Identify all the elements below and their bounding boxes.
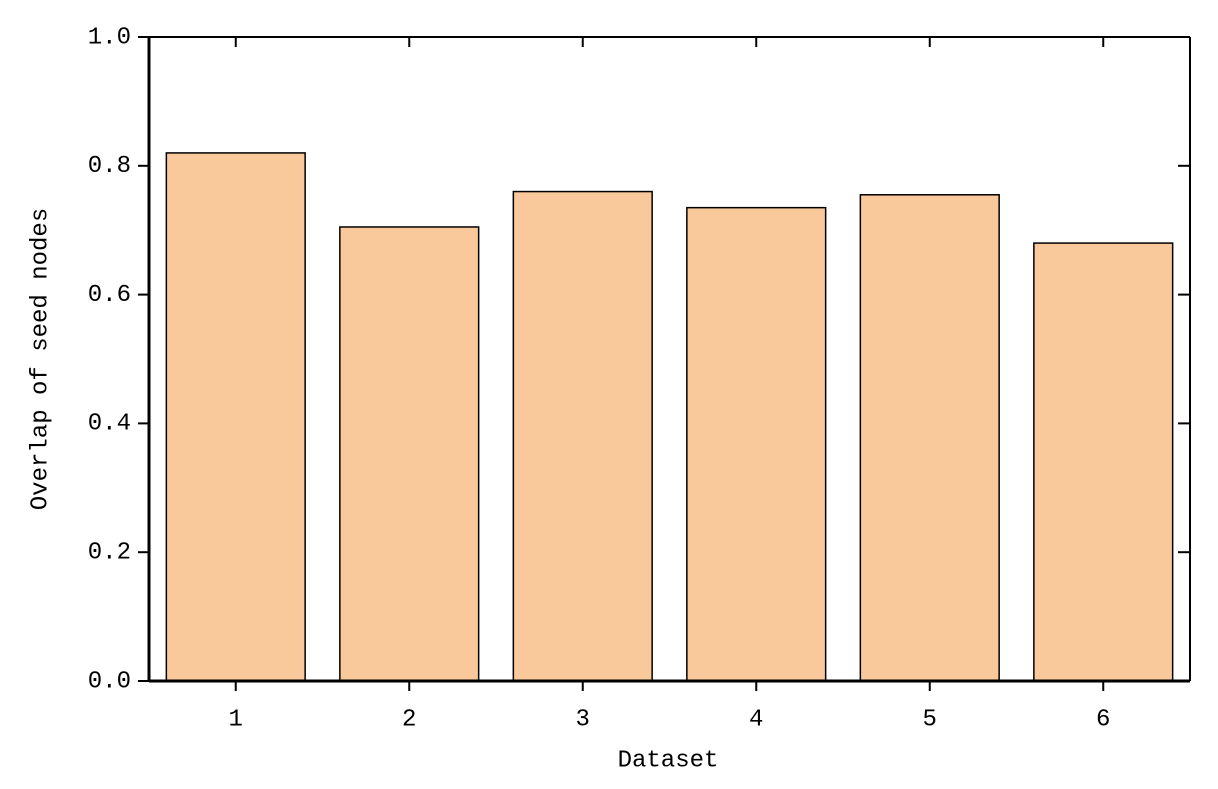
x-tick-label: 6: [1096, 706, 1110, 733]
bar: [165, 152, 306, 682]
bar: [339, 226, 480, 682]
bar: [1033, 242, 1174, 682]
y-tick-label: 0.2: [88, 540, 131, 567]
y-tick-label: 0.0: [88, 668, 131, 695]
bar: [512, 190, 653, 682]
y-tick-label: 0.6: [88, 282, 131, 309]
x-tick-label: 4: [749, 706, 763, 733]
x-tick-label: 5: [923, 706, 937, 733]
x-tick-label: 1: [229, 706, 243, 733]
y-tick-label: 0.8: [88, 153, 131, 180]
y-tick-label: 0.4: [88, 411, 131, 438]
x-axis-label: Dataset: [618, 747, 719, 774]
bar: [859, 194, 1000, 682]
x-tick-label: 2: [402, 706, 416, 733]
bar: [686, 206, 827, 682]
y-axis-label: Overlap of seed nodes: [27, 208, 54, 510]
x-tick-label: 3: [576, 706, 590, 733]
y-tick-label: 1.0: [88, 24, 131, 51]
